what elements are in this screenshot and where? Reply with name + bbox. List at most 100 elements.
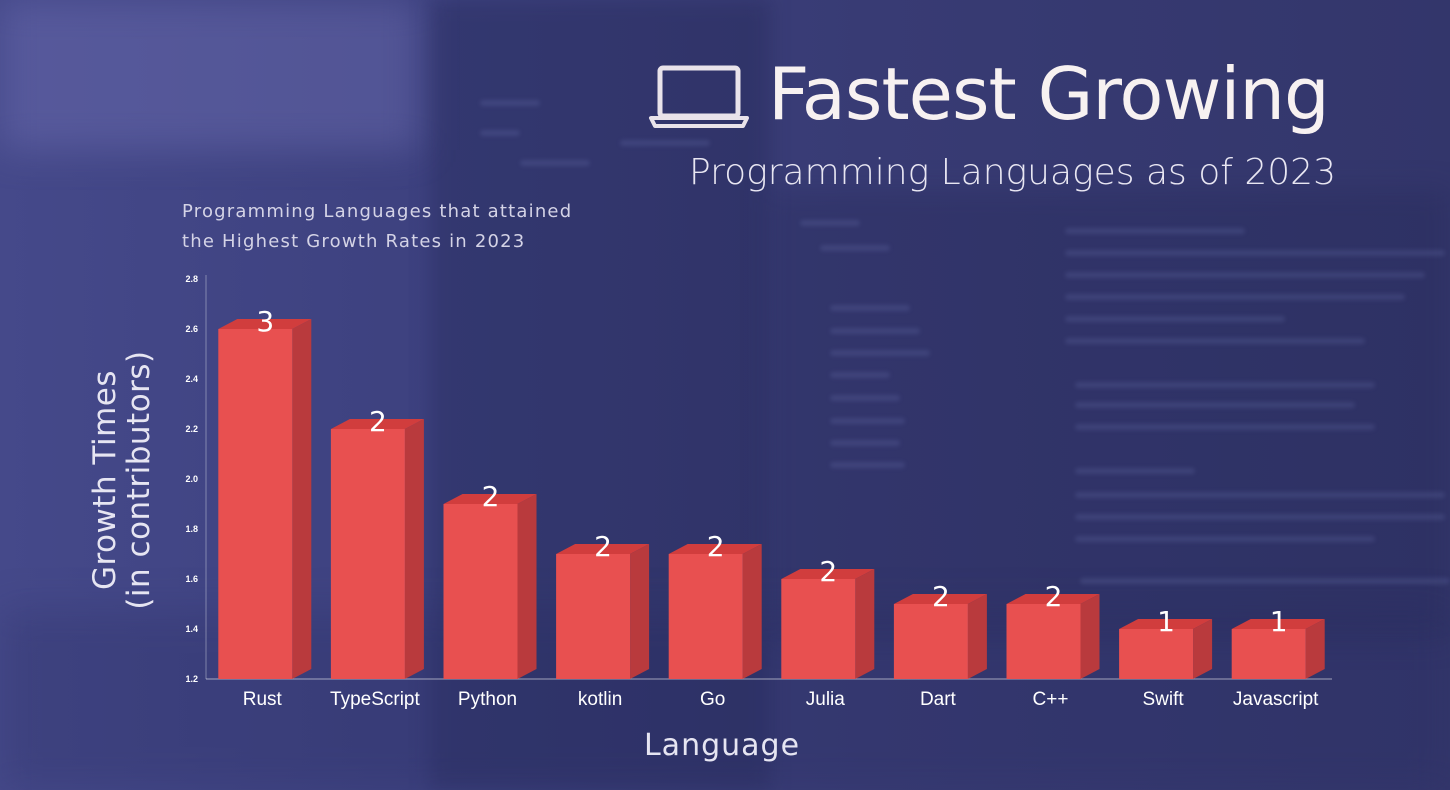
data-label: 2 bbox=[932, 580, 950, 613]
bar bbox=[893, 604, 968, 679]
chart-description-line-2: the Highest Growth Rates in 2023 bbox=[182, 231, 526, 252]
bar bbox=[330, 429, 405, 679]
bar-group bbox=[1231, 619, 1325, 679]
bar bbox=[556, 554, 631, 679]
bar-top bbox=[668, 544, 762, 554]
background-code-line bbox=[480, 130, 520, 136]
data-label: 2 bbox=[482, 480, 500, 513]
y-tick-label: 2.8 bbox=[185, 274, 198, 284]
bar-top bbox=[1119, 619, 1213, 629]
chart-description-line-1: Programming Languages that attained bbox=[182, 201, 573, 222]
bar-top bbox=[1006, 594, 1100, 604]
bar-top bbox=[1231, 619, 1325, 629]
bar-group bbox=[668, 544, 762, 679]
background-code-line bbox=[480, 100, 540, 106]
background-code-line bbox=[800, 220, 860, 226]
background-code-line bbox=[1075, 402, 1355, 408]
x-tick-label: TypeScript bbox=[330, 689, 420, 710]
bar-group bbox=[443, 494, 537, 679]
background-code-line bbox=[1075, 468, 1195, 474]
background-code-line bbox=[1065, 316, 1285, 322]
background-code-line bbox=[1075, 424, 1375, 430]
bar-side bbox=[630, 544, 650, 679]
laptop-icon bbox=[649, 65, 749, 128]
bar-top bbox=[330, 419, 424, 429]
chart-bars bbox=[218, 319, 1325, 679]
bar-side bbox=[1080, 594, 1100, 679]
bar-side bbox=[517, 494, 537, 679]
background-code-line bbox=[830, 418, 905, 424]
bar-side bbox=[1305, 619, 1325, 679]
background-code-line bbox=[1075, 382, 1375, 388]
background-code-line bbox=[820, 245, 890, 251]
bar-group bbox=[781, 569, 875, 679]
background-code-line bbox=[1065, 250, 1445, 256]
bar bbox=[443, 504, 518, 679]
y-tick-label: 1.2 bbox=[185, 674, 198, 684]
bar-top bbox=[893, 594, 987, 604]
bar-group bbox=[1006, 594, 1100, 679]
background-code-line bbox=[620, 140, 710, 146]
bar-top bbox=[218, 319, 312, 329]
bar-top bbox=[556, 544, 650, 554]
bar-top bbox=[443, 494, 537, 504]
background-code-line bbox=[830, 440, 900, 446]
x-tick-label: Swift bbox=[1143, 689, 1185, 710]
data-label: 1 bbox=[1157, 605, 1175, 638]
bar-side bbox=[855, 569, 875, 679]
data-label: 2 bbox=[369, 405, 387, 438]
background-code-line bbox=[830, 372, 890, 378]
x-tick-label: C++ bbox=[1033, 689, 1069, 710]
bar bbox=[668, 554, 743, 679]
data-label: 3 bbox=[256, 305, 274, 338]
bar-side bbox=[742, 544, 762, 679]
bar-group bbox=[330, 419, 424, 679]
bar-side bbox=[1193, 619, 1213, 679]
page-title: Fastest Growing bbox=[768, 52, 1330, 136]
background-code-line bbox=[830, 305, 910, 311]
x-tick-label: Javascript bbox=[1233, 689, 1319, 710]
bar-group bbox=[1119, 619, 1213, 679]
bar-top bbox=[781, 569, 875, 579]
data-label: 1 bbox=[1270, 605, 1288, 638]
bar-side bbox=[404, 419, 424, 679]
data-label: 2 bbox=[594, 530, 612, 563]
background-code-line bbox=[1065, 294, 1405, 300]
bar-group bbox=[893, 594, 987, 679]
bar bbox=[1231, 629, 1306, 679]
background-code-line bbox=[1075, 536, 1375, 542]
background-code-line bbox=[1065, 228, 1245, 234]
background-code-line bbox=[1065, 272, 1425, 278]
x-axis-title: Language bbox=[643, 728, 801, 763]
data-label: 2 bbox=[819, 555, 837, 588]
bar-side bbox=[292, 319, 312, 679]
bar-group bbox=[556, 544, 650, 679]
bar-group bbox=[218, 319, 312, 679]
x-tick-label: Go bbox=[700, 689, 725, 710]
data-label: 2 bbox=[1045, 580, 1063, 613]
x-tick-label: Dart bbox=[920, 689, 957, 710]
y-tick-label: 2.0 bbox=[185, 474, 198, 484]
background-code-panel bbox=[770, 190, 1450, 640]
x-tick-label: Rust bbox=[243, 689, 283, 710]
y-tick-label: 2.4 bbox=[185, 374, 198, 384]
x-tick-label: Python bbox=[458, 689, 517, 710]
background-code-line bbox=[1075, 514, 1445, 520]
background-code-line bbox=[520, 160, 590, 166]
background-code-line bbox=[830, 462, 905, 468]
y-tick-label: 2.6 bbox=[185, 324, 198, 334]
page-subtitle: Programming Languages as of 2023 bbox=[689, 152, 1336, 193]
chart-labels: 3 Rust 2 TypeScript 2 Python 2 kotlin 2 Go 2 Julia 2… bbox=[243, 305, 1319, 710]
background-code-line bbox=[1080, 578, 1450, 584]
y-tick-label: 1.6 bbox=[185, 574, 198, 584]
y-tick-label: 1.8 bbox=[185, 524, 198, 534]
bar-side bbox=[967, 594, 987, 679]
background-code-line bbox=[830, 395, 900, 401]
bar bbox=[1006, 604, 1081, 679]
bar bbox=[1119, 629, 1194, 679]
background-code-line bbox=[830, 328, 920, 334]
data-label: 2 bbox=[707, 530, 725, 563]
y-tick-label: 2.2 bbox=[185, 424, 198, 434]
